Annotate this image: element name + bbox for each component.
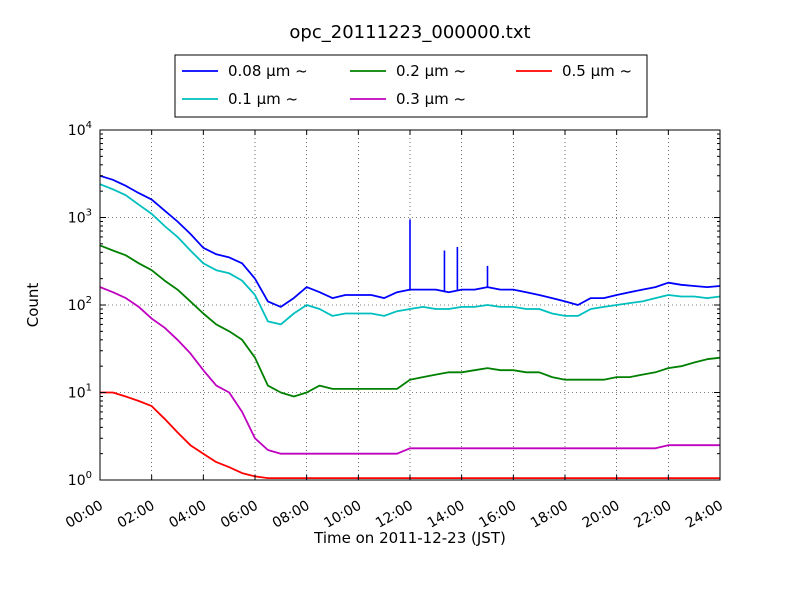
legend-label: 0.1 μm ~ (228, 90, 298, 108)
y-axis-label: Count (24, 283, 42, 328)
y-tick-label: 100 (68, 470, 92, 489)
series-line-1 (99, 183, 721, 326)
legend-label: 0.5 μm ~ (562, 62, 632, 80)
legend: 0.08 μm ~ 0.1 μm ~ 0.2 μm ~ 0.3 μm ~ 0.5 μm … (174, 54, 648, 118)
y-axis: 100 101 102 103 104 (68, 120, 720, 489)
legend-label: 0.2 μm ~ (396, 62, 466, 80)
y-tick-label: 102 (68, 295, 92, 314)
x-axis-label: Time on 2011-12-23 (JST) (313, 529, 506, 547)
chart-title: opc_20111223_000000.txt (289, 22, 530, 43)
y-tick-label: 101 (68, 383, 92, 402)
series-line-2 (99, 244, 721, 398)
series-line-0 (99, 174, 721, 308)
y-tick-label: 103 (68, 208, 92, 227)
series-line-3 (99, 286, 720, 455)
legend-box (174, 54, 648, 118)
legend-label: 0.3 μm ~ (396, 90, 466, 108)
legend-label: 0.08 μm ~ (228, 62, 308, 80)
y-tick-label: 104 (68, 120, 92, 139)
